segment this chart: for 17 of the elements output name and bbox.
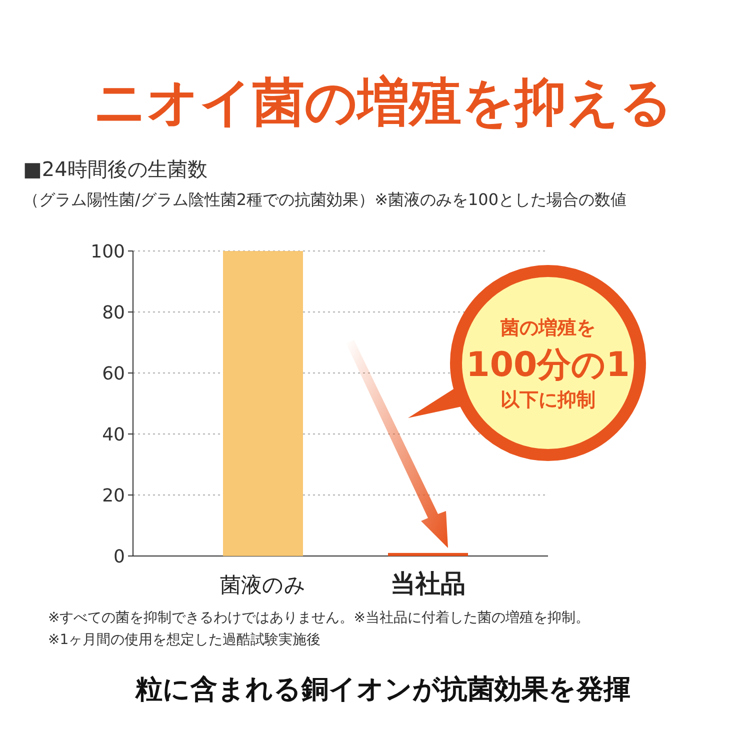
y-tick-label: 40 (102, 424, 125, 446)
annotation: 100分の1 (466, 345, 630, 385)
y-tick-label: 100 (90, 241, 125, 262)
chart-subtitle: ■24時間後の生菌数 (23, 157, 208, 181)
text: ※1ヶ月間の使用を想定した過酷試験実施後 (48, 632, 321, 648)
y-tick-label: 0 (114, 546, 125, 568)
annotation: 菌の増殖を (500, 317, 596, 339)
text: ※すべての菌を抑制できるわけではありません。※当社品に付着した菌の増殖を抑制。 (48, 609, 590, 626)
x-tick-label: 菌液のみ (220, 573, 306, 597)
y-tick-label: 60 (102, 363, 125, 384)
y-tick-label: 20 (102, 485, 125, 506)
chart-title: ニオイ菌の増殖を抑える (94, 73, 672, 133)
text: （グラム陽性菌/グラム陰性菌2種での抗菌効果）※菌液のみを100とした場合の数値 (23, 190, 627, 209)
x-tick-label: 当社品 (390, 569, 466, 598)
y-tick-label: 80 (102, 302, 125, 324)
text: 粒に含まれる銅イオンが抗菌効果を発揮 (134, 674, 630, 705)
annotation: 以下に抑制 (500, 389, 596, 411)
